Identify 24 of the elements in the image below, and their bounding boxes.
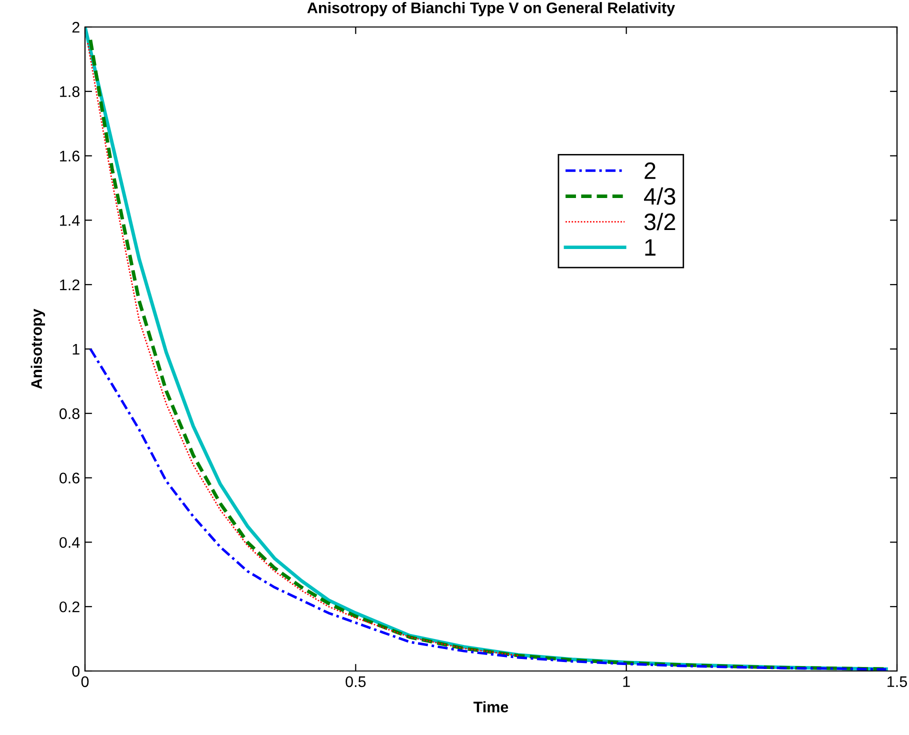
x-tick-label: 0.5 (346, 676, 366, 688)
y-tick-label: 1 (72, 344, 80, 355)
y-tick-label: 0.8 (60, 408, 80, 420)
y-axis-title: Anisotropy (30, 308, 46, 389)
x-tick-label: 1 (623, 676, 630, 687)
y-tick-label: 0.4 (60, 537, 80, 548)
x-tick-label: 1.5 (888, 676, 907, 688)
line-series (89, 348, 888, 671)
legend-label: 3/2 (644, 212, 676, 230)
legend-label: 4/3 (644, 187, 676, 205)
y-tick-label: 0.6 (60, 472, 80, 484)
chart-title: Anisotropy of Bianchi Type V on General Relativity (307, 2, 676, 16)
line-series (87, 42, 519, 656)
y-tick-label: 0.2 (60, 601, 80, 612)
y-tick-label: 2 (72, 22, 80, 33)
x-axis-title: Time (473, 701, 508, 712)
y-tick-label: 1.6 (60, 150, 80, 162)
y-tick-label: 1.8 (60, 86, 80, 98)
y-tick-label: 1.2 (60, 279, 80, 290)
legend-label: 2 (644, 162, 656, 179)
legend-label: 1 (645, 239, 656, 256)
x-tick-label: 0 (81, 676, 89, 688)
y-tick-label: 0 (72, 666, 80, 677)
y-tick-label: 1.4 (60, 215, 80, 226)
